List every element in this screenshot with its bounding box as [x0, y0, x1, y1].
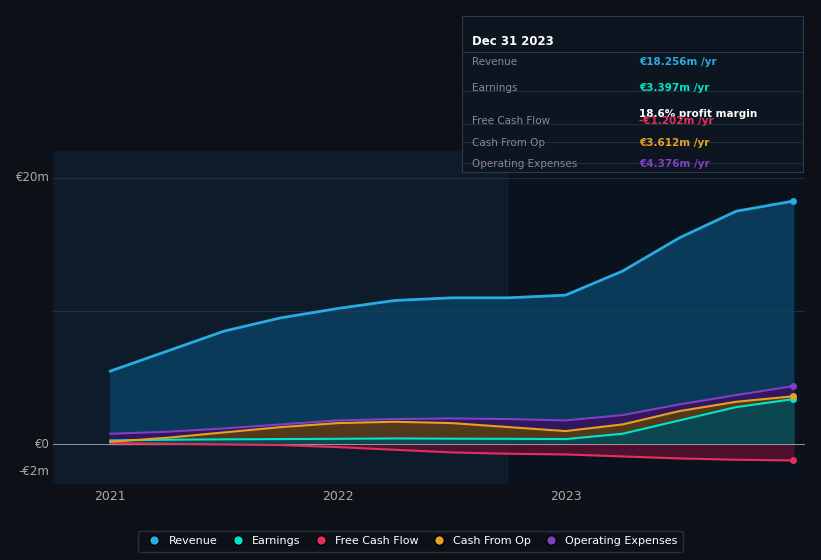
Text: -€2m: -€2m	[19, 465, 49, 478]
Text: €3.397m /yr: €3.397m /yr	[640, 83, 710, 93]
Text: Operating Expenses: Operating Expenses	[472, 160, 578, 170]
Text: €18.256m /yr: €18.256m /yr	[640, 57, 717, 67]
Text: Revenue: Revenue	[472, 57, 517, 67]
Bar	[509, 151, 805, 484]
Text: 18.6% profit margin: 18.6% profit margin	[640, 109, 758, 119]
Text: €4.376m /yr: €4.376m /yr	[640, 160, 710, 170]
Text: €20m: €20m	[16, 171, 49, 184]
Text: Free Cash Flow: Free Cash Flow	[472, 116, 551, 126]
Text: Dec 31 2023: Dec 31 2023	[472, 35, 554, 48]
Text: Earnings: Earnings	[472, 83, 518, 93]
Text: €3.612m /yr: €3.612m /yr	[640, 138, 710, 148]
Text: -€1.202m /yr: -€1.202m /yr	[640, 116, 714, 126]
Text: €0: €0	[34, 438, 49, 451]
Legend: Revenue, Earnings, Free Cash Flow, Cash From Op, Operating Expenses: Revenue, Earnings, Free Cash Flow, Cash …	[138, 530, 683, 552]
Text: Cash From Op: Cash From Op	[472, 138, 545, 148]
